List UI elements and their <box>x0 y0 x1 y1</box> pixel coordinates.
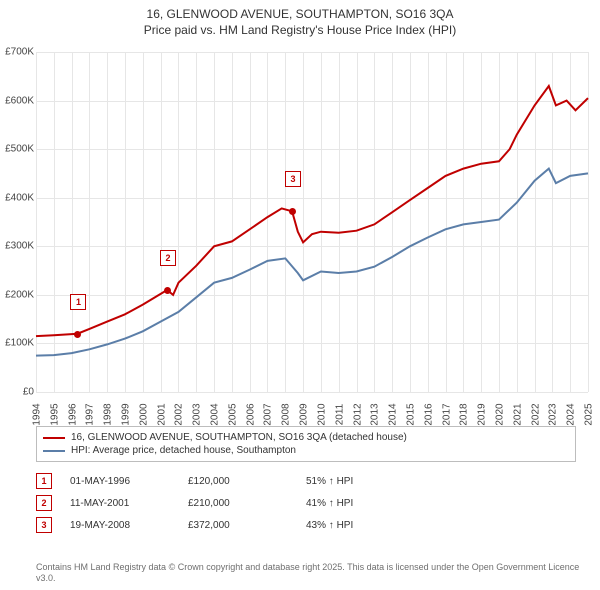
sales-row-pct: 41% ↑ HPI <box>306 498 426 509</box>
sales-row-date: 01-MAY-1996 <box>70 476 170 487</box>
title-line-1: 16, GLENWOOD AVENUE, SOUTHAMPTON, SO16 3… <box>8 6 592 22</box>
sales-table: 1 01-MAY-1996 £120,000 51% ↑ HPI 2 11-MAY-200… <box>36 470 576 536</box>
sales-row-pct: 51% ↑ HPI <box>306 476 426 487</box>
x-tick-label: 1999 <box>121 403 132 425</box>
x-tick-label: 2010 <box>317 403 328 425</box>
legend-label: HPI: Average price, detached house, Sout… <box>71 445 296 456</box>
chart-area: £0£100K£200K£300K£400K£500K£600K£700K199… <box>36 52 588 392</box>
x-tick-label: 2008 <box>281 403 292 425</box>
grid-v <box>588 52 589 392</box>
y-tick-label: £400K <box>0 192 34 203</box>
x-tick-label: 1996 <box>67 403 78 425</box>
sales-row-date: 19-MAY-2008 <box>70 520 170 531</box>
sales-row: 1 01-MAY-1996 £120,000 51% ↑ HPI <box>36 470 576 492</box>
sales-row-price: £372,000 <box>188 520 288 531</box>
x-tick-label: 2004 <box>210 403 221 425</box>
sales-row: 2 11-MAY-2001 £210,000 41% ↑ HPI <box>36 492 576 514</box>
legend: 16, GLENWOOD AVENUE, SOUTHAMPTON, SO16 3… <box>36 426 576 462</box>
sales-row-price: £210,000 <box>188 498 288 509</box>
x-tick-label: 2005 <box>227 403 238 425</box>
legend-row: HPI: Average price, detached house, Sout… <box>43 444 569 457</box>
x-tick-label: 2025 <box>584 403 595 425</box>
x-tick-label: 1995 <box>49 403 60 425</box>
x-tick-label: 2006 <box>245 403 256 425</box>
x-tick-label: 2012 <box>352 403 363 425</box>
sales-row: 3 19-MAY-2008 £372,000 43% ↑ HPI <box>36 514 576 536</box>
sales-row-marker: 1 <box>36 473 52 489</box>
grid-h <box>36 392 588 393</box>
x-tick-label: 2021 <box>512 403 523 425</box>
x-tick-label: 2014 <box>388 403 399 425</box>
y-tick-label: £600K <box>0 95 34 106</box>
sales-row-marker: 2 <box>36 495 52 511</box>
x-tick-label: 2003 <box>192 403 203 425</box>
x-tick-label: 2015 <box>406 403 417 425</box>
x-tick-label: 2017 <box>441 403 452 425</box>
legend-label: 16, GLENWOOD AVENUE, SOUTHAMPTON, SO16 3… <box>71 432 407 443</box>
y-tick-label: £500K <box>0 144 34 155</box>
sales-row-price: £120,000 <box>188 476 288 487</box>
y-tick-label: £300K <box>0 241 34 252</box>
x-tick-label: 2007 <box>263 403 274 425</box>
x-tick-label: 2022 <box>530 403 541 425</box>
x-tick-label: 2002 <box>174 403 185 425</box>
sales-row-pct: 43% ↑ HPI <box>306 520 426 531</box>
x-tick-label: 2016 <box>423 403 434 425</box>
chart-title: 16, GLENWOOD AVENUE, SOUTHAMPTON, SO16 3… <box>0 0 600 40</box>
y-tick-label: £0 <box>0 387 34 398</box>
x-tick-label: 2023 <box>548 403 559 425</box>
legend-row: 16, GLENWOOD AVENUE, SOUTHAMPTON, SO16 3… <box>43 431 569 444</box>
attribution-footer: Contains HM Land Registry data © Crown c… <box>36 562 584 585</box>
series-line <box>36 86 588 336</box>
title-line-2: Price paid vs. HM Land Registry's House … <box>8 22 592 38</box>
x-tick-label: 2018 <box>459 403 470 425</box>
x-tick-label: 2024 <box>566 403 577 425</box>
sales-row-marker: 3 <box>36 517 52 533</box>
x-tick-label: 2011 <box>334 404 345 426</box>
y-tick-label: £100K <box>0 338 34 349</box>
series-line <box>36 169 588 356</box>
x-tick-label: 2009 <box>299 403 310 425</box>
x-tick-label: 2020 <box>495 403 506 425</box>
x-tick-label: 2019 <box>477 403 488 425</box>
y-tick-label: £200K <box>0 289 34 300</box>
x-tick-label: 2013 <box>370 403 381 425</box>
x-tick-label: 2001 <box>156 403 167 425</box>
x-tick-label: 1994 <box>32 403 43 425</box>
line-layer <box>36 52 588 392</box>
y-tick-label: £700K <box>0 47 34 58</box>
x-tick-label: 1997 <box>85 403 96 425</box>
legend-swatch <box>43 437 65 439</box>
legend-swatch <box>43 450 65 452</box>
x-tick-label: 2000 <box>138 403 149 425</box>
x-tick-label: 1998 <box>103 403 114 425</box>
sales-row-date: 11-MAY-2001 <box>70 498 170 509</box>
